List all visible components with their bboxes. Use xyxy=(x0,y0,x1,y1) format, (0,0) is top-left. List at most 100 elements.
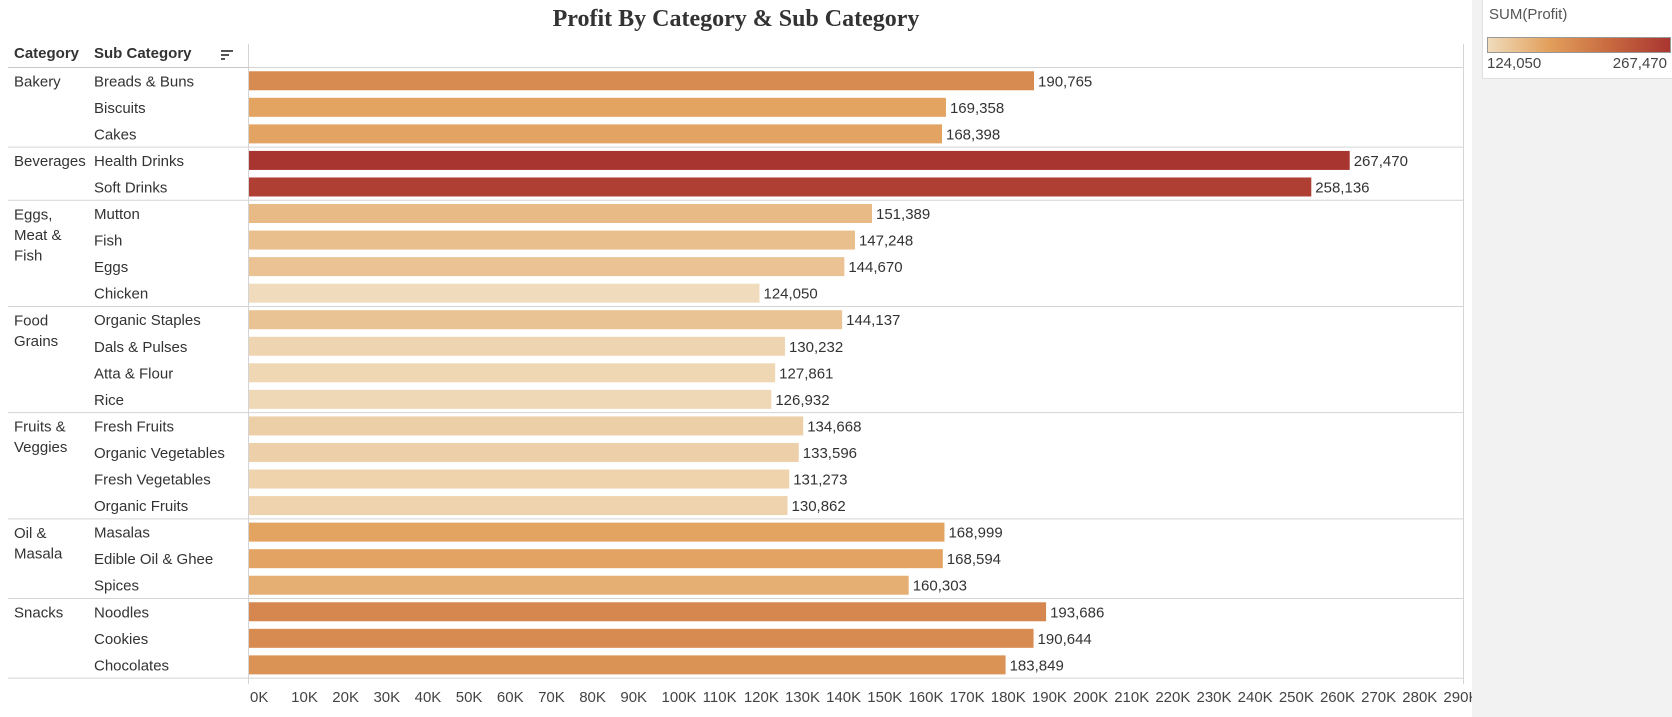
legend-min-label: 124,050 xyxy=(1487,55,1542,72)
sub-category-label: Spices xyxy=(94,578,139,595)
value-label: 258,136 xyxy=(1315,179,1369,196)
category-label: Eggs, xyxy=(14,206,52,223)
pane-right-border xyxy=(1463,44,1464,684)
bar[interactable] xyxy=(249,522,945,542)
sub-category-label: Masalas xyxy=(94,525,150,542)
value-label: 169,358 xyxy=(950,100,1004,117)
bar[interactable] xyxy=(249,310,843,330)
x-tick-label: 240K xyxy=(1238,689,1273,706)
bar[interactable] xyxy=(249,628,1034,648)
bar[interactable] xyxy=(249,204,873,224)
legend-color-ramp xyxy=(1487,37,1671,53)
sub-category-label: Biscuits xyxy=(94,100,146,117)
x-tick-label: 230K xyxy=(1197,689,1232,706)
sub-category-label: Dals & Pulses xyxy=(94,339,187,356)
sub-category-label: Chocolates xyxy=(94,657,169,674)
category-label: Fruits & xyxy=(14,419,66,436)
bar[interactable] xyxy=(249,389,772,409)
category-label: Snacks xyxy=(14,605,63,622)
x-tick-label: 60K xyxy=(497,689,524,706)
x-tick-label: 10K xyxy=(291,689,318,706)
sub-category-label: Edible Oil & Ghee xyxy=(94,551,213,568)
value-label: 147,248 xyxy=(859,233,913,250)
legend-panel-background xyxy=(1472,0,1672,717)
x-tick-label: 30K xyxy=(373,689,400,706)
sub-category-column-header[interactable]: Sub Category xyxy=(94,45,192,62)
value-label: 130,862 xyxy=(792,498,846,515)
bar[interactable] xyxy=(249,71,1035,91)
bar[interactable] xyxy=(249,283,760,303)
value-label: 190,644 xyxy=(1038,631,1092,648)
value-label: 183,849 xyxy=(1010,657,1064,674)
chart-title: Profit By Category & Sub Category xyxy=(552,6,920,32)
value-label: 133,596 xyxy=(803,445,857,462)
bar[interactable] xyxy=(249,336,785,356)
bar[interactable] xyxy=(249,230,855,250)
bar[interactable] xyxy=(249,150,1350,170)
sub-category-label: Eggs xyxy=(94,259,128,276)
value-label: 144,670 xyxy=(848,259,902,276)
sub-category-label: Organic Fruits xyxy=(94,498,188,515)
sub-category-label: Soft Drinks xyxy=(94,179,167,196)
category-column-header[interactable]: Category xyxy=(14,45,80,62)
bar[interactable] xyxy=(249,602,1047,622)
sub-category-label: Atta & Flour xyxy=(94,365,173,382)
bar[interactable] xyxy=(249,97,946,117)
bar[interactable] xyxy=(249,549,943,569)
value-label: 168,594 xyxy=(947,551,1001,568)
category-label: Bakery xyxy=(14,74,61,91)
sub-category-label: Rice xyxy=(94,392,124,409)
x-tick-label: 200K xyxy=(1073,689,1108,706)
value-label: 267,470 xyxy=(1354,153,1408,170)
value-label: 168,398 xyxy=(946,126,1000,143)
x-tick-label: 250K xyxy=(1279,689,1314,706)
bar[interactable] xyxy=(249,257,845,277)
value-label: 190,765 xyxy=(1038,73,1092,90)
x-tick-label: 270K xyxy=(1361,689,1396,706)
bar[interactable] xyxy=(249,469,790,489)
value-label: 193,686 xyxy=(1050,604,1104,621)
x-tick-label: 170K xyxy=(950,689,985,706)
sort-icon[interactable] xyxy=(221,50,233,60)
category-label: Meat & xyxy=(14,227,62,244)
sub-category-label: Organic Vegetables xyxy=(94,445,225,462)
sub-category-label: Noodles xyxy=(94,604,149,621)
value-label: 168,999 xyxy=(948,525,1002,542)
bar[interactable] xyxy=(249,177,1312,197)
value-label: 151,389 xyxy=(876,206,930,223)
x-tick-label: 140K xyxy=(826,689,861,706)
x-tick-label: 130K xyxy=(785,689,820,706)
bar[interactable] xyxy=(249,575,909,595)
bar[interactable] xyxy=(249,363,776,383)
color-legend[interactable]: SUM(Profit) 124,050 267,470 xyxy=(1482,0,1672,79)
value-label: 126,932 xyxy=(775,392,829,409)
value-label: 130,232 xyxy=(789,339,843,356)
x-tick-label: 70K xyxy=(538,689,565,706)
x-tick-label: 20K xyxy=(332,689,359,706)
category-label: Fish xyxy=(14,247,42,264)
sub-category-label: Cakes xyxy=(94,126,137,143)
category-label: Oil & xyxy=(14,525,47,542)
sub-category-label: Organic Staples xyxy=(94,312,201,329)
pane-left-border xyxy=(248,44,249,684)
legend-title: SUM(Profit) xyxy=(1489,6,1568,23)
x-tick-label: 50K xyxy=(456,689,483,706)
sub-category-label: Fish xyxy=(94,233,122,250)
bar[interactable] xyxy=(249,416,804,436)
x-tick-label: 120K xyxy=(744,689,779,706)
bar-chart: Bakery Breads & Buns 190,765 Biscuits 169,35… xyxy=(8,67,1472,706)
bar[interactable] xyxy=(249,655,1006,675)
x-tick-label: 0K xyxy=(250,689,268,706)
value-label: 144,137 xyxy=(846,312,900,329)
x-tick-label: 150K xyxy=(867,689,902,706)
x-tick-label: 80K xyxy=(579,689,606,706)
value-label: 160,303 xyxy=(913,578,967,595)
category-label: Grains xyxy=(14,333,58,350)
bar[interactable] xyxy=(249,124,943,144)
value-label: 127,861 xyxy=(779,365,833,382)
bar[interactable] xyxy=(249,496,788,516)
sub-category-label: Mutton xyxy=(94,206,140,223)
category-label: Beverages xyxy=(14,153,86,170)
x-tick-label: 100K xyxy=(662,689,697,706)
bar[interactable] xyxy=(249,442,799,462)
